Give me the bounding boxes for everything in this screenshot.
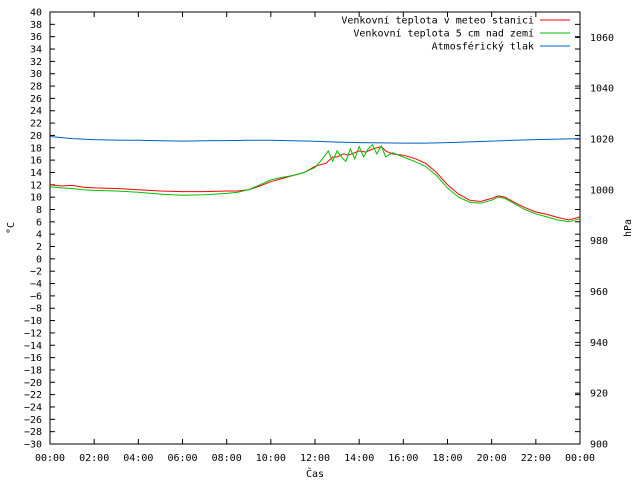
y-tick-label-left: 4: [36, 230, 42, 241]
x-tick-label: 16:00: [388, 453, 418, 464]
y-axis-label-right: hPa: [623, 219, 634, 237]
series-line-2: [49, 143, 581, 223]
y-tick-label-left: 40: [30, 8, 42, 19]
y-tick-label-left: 6: [36, 217, 42, 228]
y-tick-label-right: 960: [590, 287, 608, 298]
legend: Venkovní teplota v meteo staniciVenkovní…: [341, 15, 570, 53]
x-tick-label: 10:00: [256, 453, 286, 464]
y-tick-label-left: 0: [36, 254, 42, 265]
y-tick-label-left: −6: [30, 291, 42, 302]
legend-label: Atmosférický tlak: [432, 41, 534, 53]
y-tick-label-right: 920: [590, 389, 608, 400]
x-tick-label: 08:00: [212, 453, 242, 464]
legend-label: Venkovní teplota v meteo stanici: [341, 15, 534, 27]
y-tick-label-left: −2: [30, 267, 42, 278]
x-tick-label: 18:00: [432, 453, 462, 464]
y-tick-label-left: 24: [30, 106, 42, 117]
y-tick-label-left: −14: [24, 341, 42, 352]
y-axis-label-left: °C: [6, 222, 17, 234]
y-tick-label-left: −12: [24, 328, 42, 339]
y-tick-label-left: 36: [30, 32, 42, 43]
y-tick-label-right: 980: [590, 236, 608, 247]
y-tick-label-left: 16: [30, 156, 42, 167]
y-tick-label-left: −4: [30, 279, 42, 290]
y-tick-label-left: −16: [24, 353, 42, 364]
plot-frame: [49, 11, 581, 445]
y-tick-label-left: 10: [30, 193, 42, 204]
left-axis: 4038363432302826242220181614121086420−2−…: [24, 8, 580, 451]
y-tick-label-right: 1020: [590, 135, 614, 146]
legend-label: Venkovní teplota 5 cm nad zemí: [353, 28, 534, 40]
y-tick-label-left: −8: [30, 304, 42, 315]
y-tick-label-left: 20: [30, 131, 42, 142]
x-tick-label: 14:00: [344, 453, 374, 464]
y-tick-label-right: 1060: [590, 33, 614, 44]
y-tick-label-left: 2: [36, 242, 42, 253]
y-tick-label-right: 900: [590, 440, 608, 451]
y-tick-label-left: 14: [30, 168, 42, 179]
y-tick-label-left: 28: [30, 82, 42, 93]
x-tick-label: 00:00: [565, 453, 595, 464]
y-tick-label-left: 26: [30, 94, 42, 105]
x-tick-label: 04:00: [123, 453, 153, 464]
y-tick-label-left: 22: [30, 119, 42, 130]
y-tick-label-left: −28: [24, 427, 42, 438]
series-line-1: [49, 145, 581, 221]
x-tick-label: 00:00: [35, 453, 65, 464]
x-tick-label: 12:00: [300, 453, 330, 464]
y-tick-label-left: −10: [24, 316, 42, 327]
x-tick-label: 06:00: [167, 453, 197, 464]
x-tick-label: 02:00: [79, 453, 109, 464]
x-axis-label: Čas: [306, 467, 324, 480]
y-tick-label-left: −24: [24, 402, 42, 413]
y-tick-label-right: 1040: [590, 84, 614, 95]
series-line-3: [49, 136, 581, 144]
x-tick-label: 20:00: [477, 453, 507, 464]
y-tick-label-left: 38: [30, 20, 42, 31]
y-tick-label-left: 12: [30, 180, 42, 191]
x-axis: 00:00 02:00 04:00 06:00 08:00 10:00 12:00 14:00…: [35, 12, 595, 464]
y-tick-label-left: 32: [30, 57, 42, 68]
y-tick-label-left: 8: [36, 205, 42, 216]
y-tick-label-left: −18: [24, 365, 42, 376]
y-tick-label-left: −20: [24, 378, 42, 389]
y-tick-label-left: 30: [30, 69, 42, 80]
y-tick-label-left: 34: [30, 45, 42, 56]
y-tick-label-left: −26: [24, 415, 42, 426]
x-tick-label: 22:00: [521, 453, 551, 464]
right-axis: 1060 1040 1020 1000 980 960 940 920 900: [575, 33, 614, 451]
y-tick-label-left: 18: [30, 143, 42, 154]
y-tick-label-left: −30: [24, 440, 42, 451]
y-tick-label-right: 1000: [590, 185, 614, 196]
series-layer: [49, 136, 581, 223]
y-tick-label-right: 940: [590, 338, 608, 349]
y-tick-label-left: −22: [24, 390, 42, 401]
